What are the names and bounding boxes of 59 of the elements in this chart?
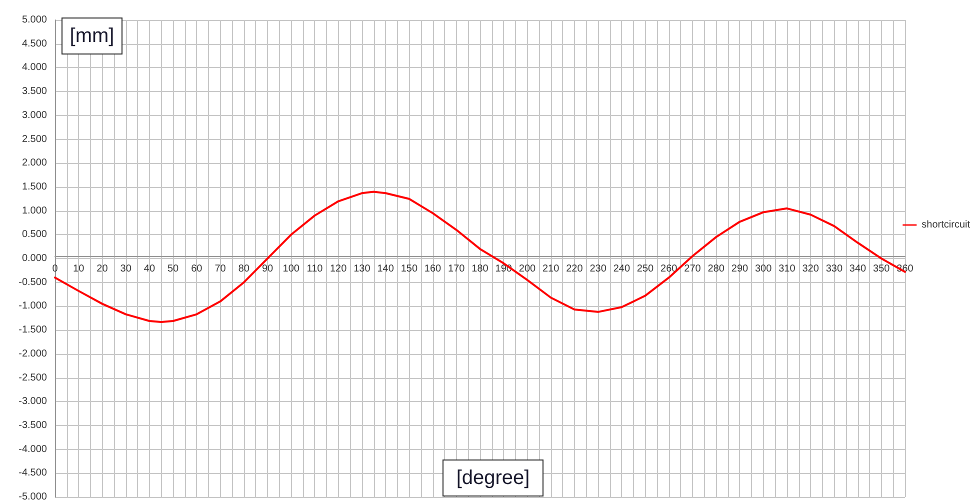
x-tick-label: 40	[144, 264, 156, 274]
x-tick-label: 250	[636, 264, 654, 274]
x-tick-label: 230	[590, 264, 607, 274]
x-tick-label: 270	[684, 264, 702, 274]
x-tick-label: 70	[214, 264, 226, 274]
y-tick-label: -0.500	[18, 276, 48, 288]
x-tick-label: 210	[542, 264, 560, 274]
y-tick-label: 2.500	[22, 134, 48, 145]
y-tick-label: 3.000	[22, 110, 48, 121]
y-tick-label: -5.000	[18, 492, 48, 502]
x-tick-label: 50	[167, 264, 180, 274]
x-tick-label: 120	[330, 264, 348, 274]
x-tick-label: 80	[238, 264, 250, 274]
x-tick-label: 340	[849, 264, 867, 274]
x-tick-label: 240	[613, 264, 630, 274]
x-tick-label: 320	[802, 264, 820, 274]
x-tick-label: 160	[424, 264, 442, 274]
legend-label: shortcircuit	[922, 220, 970, 230]
y-tick-label: 5.000	[22, 14, 48, 26]
x-tick-label: 10	[73, 264, 85, 274]
y-tick-label: 1.000	[22, 205, 48, 216]
y-tick-label: -1.500	[18, 324, 48, 336]
y-tick-label: -3.000	[18, 396, 48, 408]
y-tick-label: -3.500	[18, 420, 48, 431]
x-tick-label: 280	[708, 264, 725, 274]
x-tick-label: 100	[282, 264, 300, 274]
x-tick-label: 0	[52, 264, 58, 274]
y-tick-label: 1.500	[22, 181, 48, 192]
x-tick-label: 350	[873, 264, 890, 274]
x-tick-label: 260	[660, 264, 678, 274]
x-tick-label: 300	[754, 264, 772, 274]
y-tick-label: -4.000	[18, 444, 48, 455]
x-tick-label: 290	[731, 264, 748, 274]
y-tick-label: -1.000	[18, 300, 48, 312]
x-tick-label: 310	[778, 264, 796, 274]
x-tick-label: 90	[262, 264, 274, 274]
x-tick-label: 20	[96, 264, 108, 274]
x-tick-label: 150	[400, 264, 418, 274]
x-tick-label: 220	[566, 264, 584, 274]
y-tick-label: -4.500	[18, 468, 48, 479]
y-axis-title: [mm]	[70, 25, 114, 47]
x-tick-label: 200	[518, 264, 536, 274]
x-tick-label: 130	[354, 264, 371, 274]
x-axis-title: [degree]	[456, 467, 530, 489]
y-tick-label: -2.500	[18, 372, 48, 384]
y-tick-label: -2.000	[18, 348, 48, 360]
y-tick-label: 2.000	[22, 158, 48, 169]
x-tick-label: 170	[448, 264, 466, 274]
y-tick-label: 0.000	[22, 253, 48, 264]
x-tick-label: 180	[472, 264, 489, 274]
x-tick-label: 30	[120, 264, 132, 274]
x-tick-label: 60	[191, 264, 203, 274]
y-tick-label: 4.500	[22, 38, 48, 50]
x-tick-label: 140	[377, 264, 394, 274]
y-tick-label: 4.000	[22, 62, 48, 74]
y-tick-label: 0.500	[22, 229, 48, 240]
x-tick-label: 330	[826, 264, 843, 274]
y-tick-label: 3.500	[22, 86, 48, 98]
x-tick-label: 110	[306, 264, 324, 274]
